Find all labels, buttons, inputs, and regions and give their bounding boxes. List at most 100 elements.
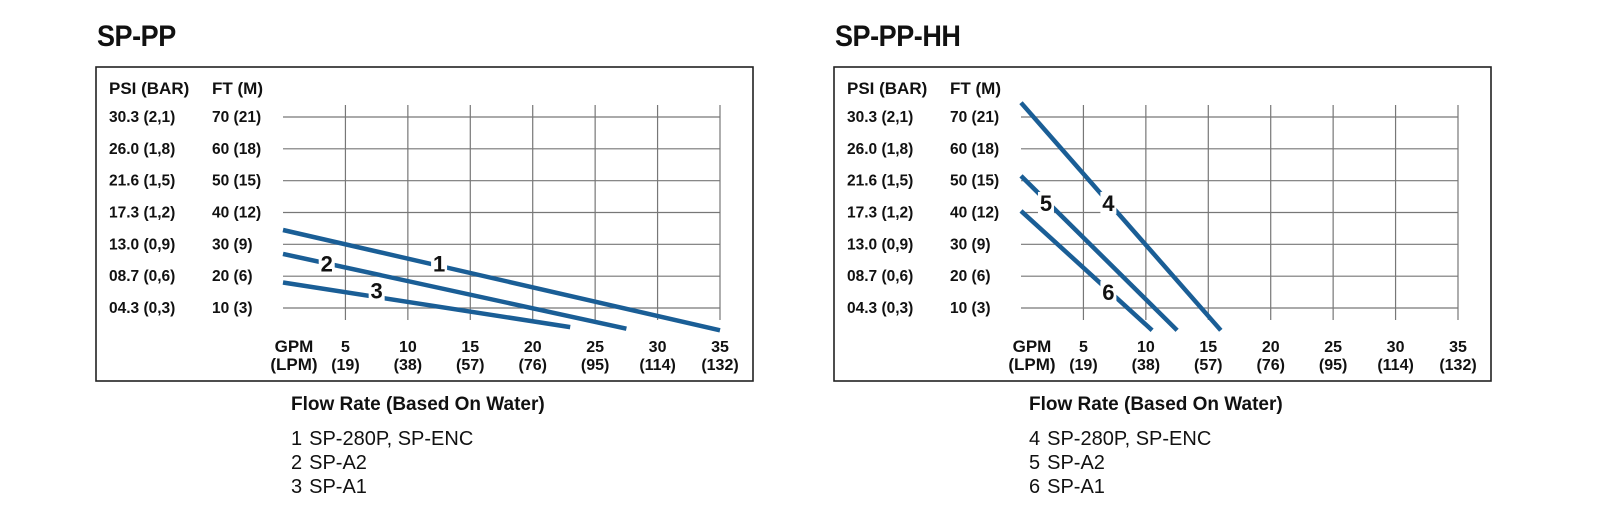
series-line-3 (282, 280, 571, 330)
x-tick-label-gpm: 20 (1262, 339, 1280, 356)
y-tick-label-ft: 30 (9) (950, 236, 991, 253)
series-label-bg (431, 252, 448, 275)
x-tick-label-gpm: 30 (1387, 339, 1405, 356)
y-tick-label-ft: 60 (18) (950, 141, 999, 158)
y-tick-label-psi: 04.3 (0,3) (109, 300, 175, 317)
y-axis-header-ft: FT (M) (950, 79, 1001, 98)
legend: 4 SP-280P, SP-ENC 5 SP-A2 6 SP-A1 (1029, 427, 1218, 499)
legend-number: 2 (291, 452, 303, 474)
x-tick-label-gpm: 30 (649, 339, 667, 356)
chart-frame (95, 66, 754, 382)
y-tick-label-ft: 50 (15) (212, 173, 261, 190)
y-tick-label-ft: 20 (6) (212, 268, 253, 285)
x-tick-label-gpm: 5 (1079, 339, 1088, 356)
x-axis-label: Flow Rate (Based On Water) (291, 394, 545, 415)
chart-panel-sp-pp-hh: SP-PP-HH PSI (BAR) FT (M) 30.3 (2,1) 70 (21… (833, 0, 1533, 515)
x-tick-label-gpm: 25 (1324, 339, 1342, 356)
y-tick-label-ft: 10 (3) (212, 300, 253, 317)
legend-item: 5 SP-A2 (1029, 451, 1218, 475)
legend-label: SP-A1 (309, 476, 367, 498)
legend-number: 1 (291, 428, 303, 450)
chart-plot: PSI (BAR) FT (M) 30.3 (2,1) 70 (21) 26.0 (1,… (833, 66, 1492, 382)
series-line-4 (1019, 101, 1223, 332)
x-unit-lpm: (LPM) (270, 355, 317, 374)
legend-label: SP-280P, SP-ENC (309, 428, 474, 450)
x-tick-label-lpm: (19) (331, 357, 359, 374)
series-label-3: 3 (371, 278, 383, 303)
legend-label: SP-A2 (309, 452, 367, 474)
legend-item: 6 SP-A1 (1029, 475, 1218, 499)
x-tick-label-lpm: (132) (1439, 357, 1476, 374)
legend-item: 4 SP-280P, SP-ENC (1029, 427, 1218, 451)
x-tick-label-lpm: (57) (1194, 357, 1222, 374)
y-tick-label-ft: 60 (18) (212, 141, 261, 158)
series-label-2: 2 (321, 251, 333, 276)
x-tick-label-lpm: (57) (456, 357, 484, 374)
chart-title: SP-PP (97, 20, 176, 53)
y-tick-label-ft: 50 (15) (950, 173, 999, 190)
y-tick-label-psi: 17.3 (1,2) (847, 205, 913, 222)
series-line-2 (282, 251, 627, 331)
series-label-bg (1100, 281, 1117, 304)
legend: 1 SP-280P, SP-ENC 2 SP-A2 3 SP-A1 (291, 427, 480, 499)
x-unit-gpm: GPM (275, 337, 314, 356)
y-tick-label-ft: 40 (12) (950, 205, 999, 222)
legend-number: 6 (1029, 476, 1041, 498)
y-tick-label-ft: 40 (12) (212, 205, 261, 222)
x-tick-label-lpm: (76) (1256, 357, 1284, 374)
chart-plot: PSI (BAR) FT (M) 30.3 (2,1) 70 (21) 26.0 (1,… (95, 66, 754, 382)
y-axis-header-ft: FT (M) (212, 79, 263, 98)
y-tick-label-psi: 13.0 (0,9) (109, 236, 175, 253)
x-tick-label-lpm: (132) (701, 357, 738, 374)
series-line-6 (1019, 209, 1154, 332)
y-tick-label-psi: 17.3 (1,2) (109, 205, 175, 222)
y-tick-label-ft: 20 (6) (950, 268, 991, 285)
y-tick-label-ft: 30 (9) (212, 236, 253, 253)
y-tick-label-psi: 21.6 (1,5) (109, 173, 175, 190)
legend-label: SP-A1 (1047, 476, 1105, 498)
x-tick-label-lpm: (76) (518, 357, 546, 374)
series-label-bg (368, 279, 385, 302)
x-unit-gpm: GPM (1013, 337, 1052, 356)
y-tick-label-psi: 08.7 (0,6) (109, 268, 175, 285)
legend-number: 4 (1029, 428, 1041, 450)
series-label-bg (318, 252, 335, 275)
series-line-1 (282, 227, 721, 333)
x-tick-label-gpm: 15 (1199, 339, 1217, 356)
series-label-4: 4 (1102, 191, 1115, 216)
x-tick-label-gpm: 15 (461, 339, 479, 356)
x-tick-label-lpm: (19) (1069, 357, 1097, 374)
legend-label: SP-280P, SP-ENC (1047, 428, 1212, 450)
chart-frame (833, 66, 1492, 382)
y-tick-label-psi: 26.0 (1,8) (109, 141, 175, 158)
x-tick-label-gpm: 5 (341, 339, 350, 356)
series-label-bg (1037, 191, 1054, 214)
y-tick-label-psi: 04.3 (0,3) (847, 300, 913, 317)
legend-item: 1 SP-280P, SP-ENC (291, 427, 480, 451)
legend-label: SP-A2 (1047, 452, 1105, 474)
x-tick-label-gpm: 25 (586, 339, 604, 356)
legend-number: 3 (291, 476, 303, 498)
x-tick-label-lpm: (95) (1319, 357, 1347, 374)
y-tick-label-psi: 30.3 (2,1) (847, 109, 913, 126)
y-axis-header-psi: PSI (BAR) (847, 79, 927, 98)
legend-item: 3 SP-A1 (291, 475, 480, 499)
y-tick-label-psi: 08.7 (0,6) (847, 268, 913, 285)
x-tick-label-lpm: (38) (1132, 357, 1160, 374)
series-label-5: 5 (1040, 191, 1052, 216)
y-tick-label-ft: 70 (21) (950, 109, 999, 126)
x-tick-label-lpm: (95) (581, 357, 609, 374)
y-tick-label-psi: 30.3 (2,1) (109, 109, 175, 126)
legend-number: 5 (1029, 452, 1041, 474)
chart-title: SP-PP-HH (835, 20, 961, 53)
x-tick-label-lpm: (38) (394, 357, 422, 374)
x-tick-label-lpm: (114) (639, 357, 675, 374)
x-tick-label-gpm: 20 (524, 339, 542, 356)
x-tick-label-gpm: 35 (1449, 339, 1467, 356)
y-tick-label-psi: 21.6 (1,5) (847, 173, 913, 190)
y-tick-label-psi: 13.0 (0,9) (847, 236, 913, 253)
y-tick-label-ft: 70 (21) (212, 109, 261, 126)
x-tick-label-gpm: 10 (1137, 339, 1155, 356)
x-tick-label-lpm: (114) (1377, 357, 1413, 374)
legend-item: 2 SP-A2 (291, 451, 480, 475)
